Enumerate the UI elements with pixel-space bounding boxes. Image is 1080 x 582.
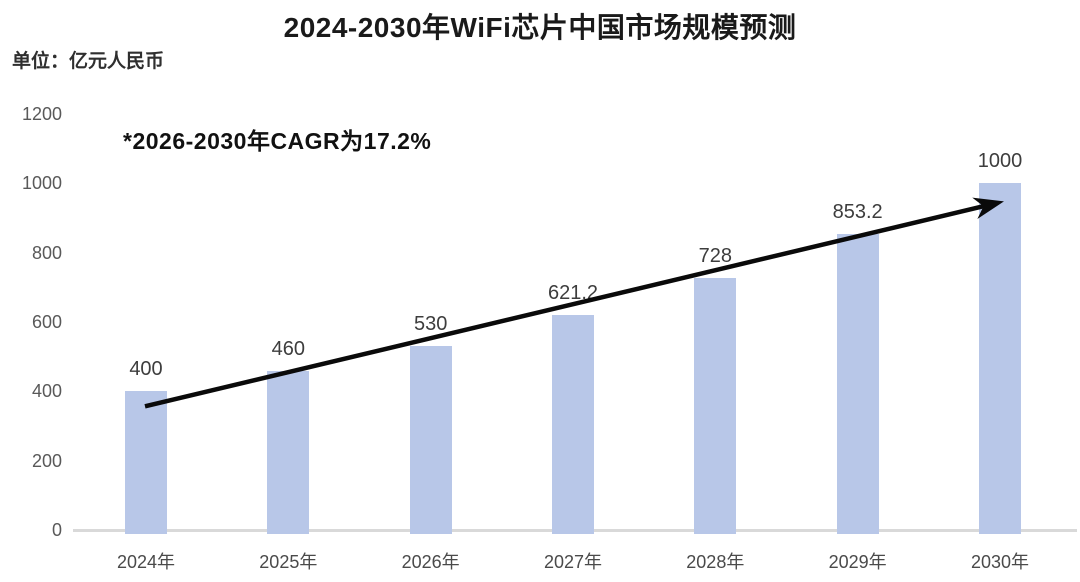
x-axis-label-2024年: 2024年 <box>116 552 176 572</box>
y-axis-tick-label: 0 <box>51 520 62 540</box>
data-label-2030年: 1000 <box>977 150 1023 173</box>
x-axis-label-2027年: 2027年 <box>543 552 602 572</box>
y-axis-tick-label: 400 <box>31 381 62 402</box>
x-axis-label-2025年: 2025年 <box>259 552 318 572</box>
bar-2028年 <box>694 277 737 534</box>
bar-2030年 <box>978 183 1021 534</box>
data-label-2025年: 460 <box>271 337 306 360</box>
bar-2029年 <box>836 234 879 534</box>
x-axis-label-2030年: 2030年 <box>970 552 1029 572</box>
bar-2025年 <box>267 370 310 534</box>
x-axis-label-2029年: 2029年 <box>828 552 887 572</box>
bar-2026年 <box>409 346 452 534</box>
data-label-2029年: 853.2 <box>832 201 883 224</box>
y-axis-tick-label: 800 <box>31 242 62 263</box>
data-label-2028年: 728 <box>698 244 732 267</box>
data-label-2027年: 621.2 <box>547 281 599 304</box>
unit-label: 单位：亿元人民币 <box>12 51 165 72</box>
x-axis-label-2028年: 2028年 <box>686 552 745 572</box>
chart-title: 2024-2030年WiFi芯片中国市场规模预测 <box>283 12 797 43</box>
data-label-2024年: 400 <box>129 358 163 381</box>
cagr-annotation: *2026-2030年CAGR为17.2% <box>123 128 432 154</box>
bar-2024年 <box>125 391 167 534</box>
y-axis-tick-label: 1200 <box>21 104 62 124</box>
y-axis-tick-label: 600 <box>31 312 62 332</box>
bar-2027年 <box>551 314 594 534</box>
y-axis-tick-label: 200 <box>31 450 62 471</box>
y-axis-tick-label: 1000 <box>21 173 62 194</box>
data-label-2026年: 530 <box>413 313 448 336</box>
x-axis-label-2026年: 2026年 <box>401 552 460 572</box>
